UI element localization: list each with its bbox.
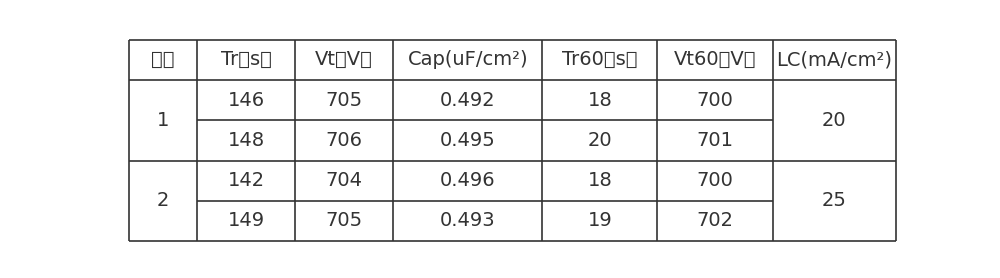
Text: 18: 18: [588, 91, 612, 110]
Text: 142: 142: [228, 171, 265, 190]
Text: 20: 20: [822, 111, 847, 130]
Text: 146: 146: [228, 91, 265, 110]
Text: 0.496: 0.496: [440, 171, 496, 190]
Text: 18: 18: [588, 171, 612, 190]
Text: 704: 704: [326, 171, 363, 190]
Text: 700: 700: [697, 91, 733, 110]
Text: 0.495: 0.495: [440, 131, 496, 150]
Text: 20: 20: [588, 131, 612, 150]
Text: 2: 2: [157, 191, 169, 210]
Text: 705: 705: [326, 211, 363, 230]
Text: 149: 149: [228, 211, 265, 230]
Text: 1: 1: [157, 111, 169, 130]
Text: 701: 701: [696, 131, 733, 150]
Text: 0.492: 0.492: [440, 91, 496, 110]
Text: 702: 702: [696, 211, 733, 230]
Text: 705: 705: [326, 91, 363, 110]
Text: Vt60（V）: Vt60（V）: [674, 50, 756, 70]
Text: Tr60（s）: Tr60（s）: [562, 50, 638, 70]
Text: 19: 19: [588, 211, 612, 230]
Text: 样品: 样品: [151, 50, 175, 70]
Text: 25: 25: [822, 191, 847, 210]
Text: 700: 700: [697, 171, 733, 190]
Text: LC(mA/cm²): LC(mA/cm²): [776, 50, 892, 70]
Text: 0.493: 0.493: [440, 211, 496, 230]
Text: Cap(uF/cm²): Cap(uF/cm²): [407, 50, 528, 70]
Text: Tr（s）: Tr（s）: [221, 50, 272, 70]
Text: 148: 148: [228, 131, 265, 150]
Text: 706: 706: [326, 131, 363, 150]
Text: Vt（V）: Vt（V）: [315, 50, 373, 70]
